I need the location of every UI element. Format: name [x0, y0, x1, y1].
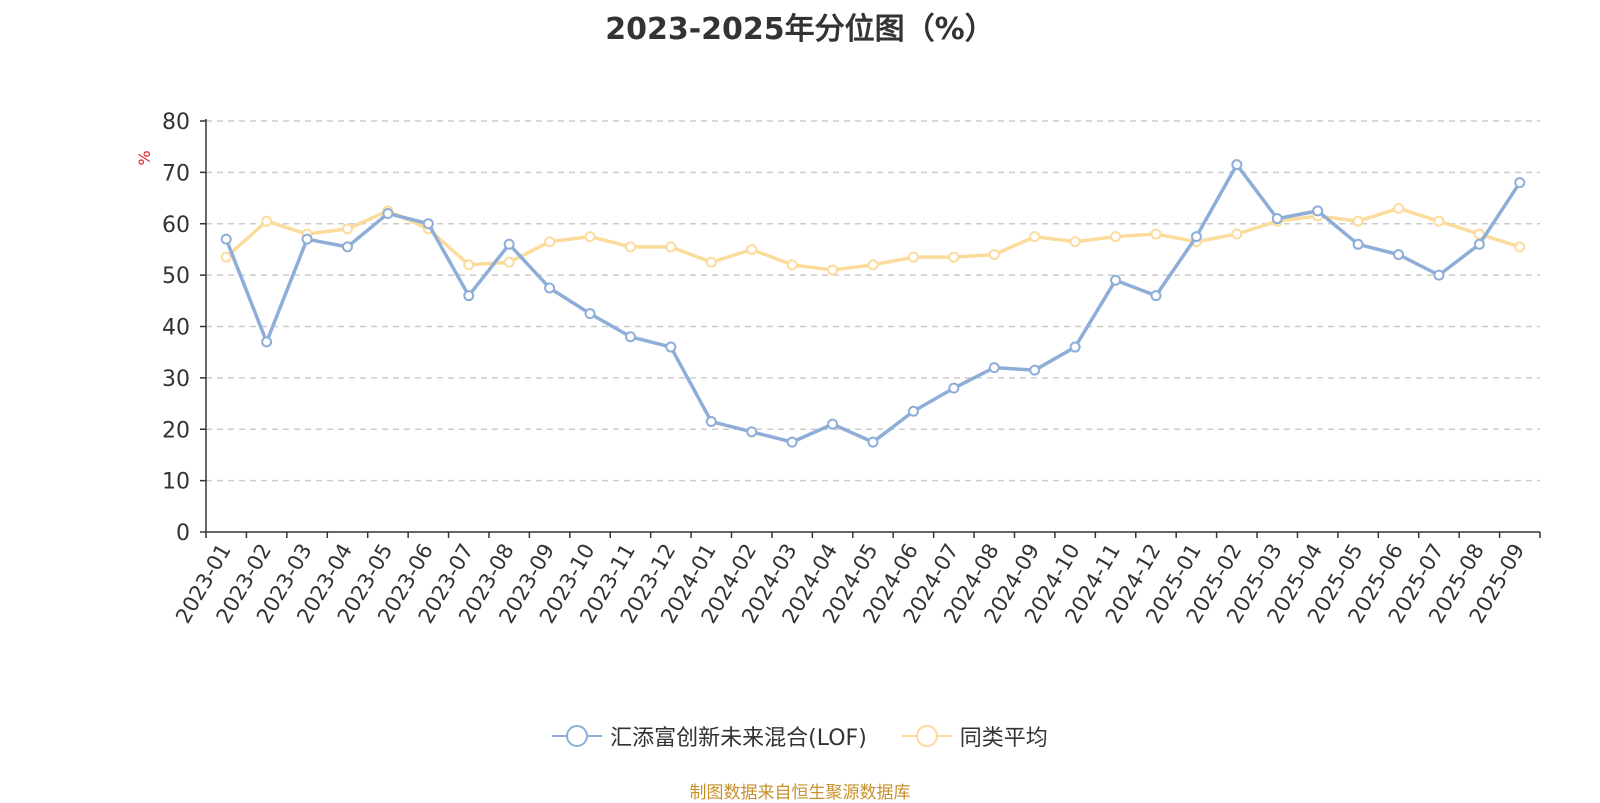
point-0-2025-09: [1514, 177, 1526, 189]
series-1: [220, 202, 1526, 276]
point-0-2025-01: [1190, 231, 1202, 243]
point-1-2024-06: [907, 251, 919, 263]
y-tick-label-50: 50: [162, 264, 190, 289]
y-tick-label-60: 60: [162, 213, 190, 238]
point-1-2023-02: [261, 215, 273, 227]
point-1-2024-10: [1069, 236, 1081, 248]
legend-item-peer-average[interactable]: 同类平均: [901, 720, 1048, 752]
series-lines: [220, 159, 1526, 448]
point-1-2024-12: [1150, 228, 1162, 240]
point-0-2025-02: [1231, 159, 1243, 171]
point-1-2025-02: [1231, 228, 1243, 240]
grid-lines: [206, 120, 1540, 482]
point-1-2024-11: [1110, 231, 1122, 243]
y-tick-label-40: 40: [162, 316, 190, 341]
point-1-2023-09: [544, 236, 556, 248]
point-1-2023-01: [220, 251, 232, 263]
y-tick-label-80: 80: [162, 110, 190, 135]
point-1-2024-07: [948, 251, 960, 263]
point-1-2024-04: [827, 264, 839, 276]
point-1-2025-08: [1473, 228, 1485, 240]
point-0-2025-05: [1352, 238, 1364, 250]
point-0-2024-07: [948, 382, 960, 394]
point-1-2023-11: [624, 241, 636, 253]
point-0-2023-11: [624, 331, 636, 343]
point-0-2025-04: [1312, 205, 1324, 217]
series-line-0: [224, 162, 1522, 444]
point-0-2023-05: [382, 207, 394, 219]
point-0-2024-04: [827, 418, 839, 430]
point-1-2024-05: [867, 259, 879, 271]
point-0-2023-10: [584, 308, 596, 320]
legend: 汇添富创新未来混合(LOF) 同类平均: [0, 720, 1600, 754]
point-0-2024-05: [867, 436, 879, 448]
point-0-2023-04: [341, 241, 353, 253]
point-0-2025-06: [1393, 249, 1405, 261]
point-1-2024-08: [988, 249, 1000, 261]
point-0-2024-01: [705, 416, 717, 428]
point-0-2023-03: [301, 233, 313, 245]
point-0-2024-08: [988, 362, 1000, 374]
point-0-2023-09: [544, 282, 556, 294]
y-axis-label: %: [135, 150, 154, 165]
y-tick-label-70: 70: [162, 161, 190, 186]
point-1-2023-07: [463, 259, 475, 271]
y-tick-label-30: 30: [162, 367, 190, 392]
point-0-2023-06: [422, 218, 434, 230]
point-0-2023-08: [503, 238, 515, 250]
point-0-2024-10: [1069, 341, 1081, 353]
point-0-2023-07: [463, 290, 475, 302]
point-0-2023-01: [220, 233, 232, 245]
point-0-2023-02: [261, 336, 273, 348]
y-tick-label-20: 20: [162, 418, 190, 443]
legend-item-fund[interactable]: 汇添富创新未来混合(LOF): [552, 720, 867, 752]
legend-marker-peer-average: [901, 724, 952, 748]
point-0-2024-06: [907, 405, 919, 417]
point-1-2023-12: [665, 241, 677, 253]
point-1-2025-06: [1393, 202, 1405, 214]
legend-marker-fund: [552, 724, 603, 748]
source-note: 制图数据来自恒生聚源数据库: [689, 783, 911, 803]
legend-label-fund: 汇添富创新未来混合(LOF): [610, 726, 867, 751]
point-0-2023-12: [665, 341, 677, 353]
point-1-2024-03: [786, 259, 798, 271]
series-0: [220, 159, 1526, 448]
legend-label-peer-average: 同类平均: [959, 726, 1048, 751]
point-1-2023-08: [503, 256, 515, 268]
point-0-2025-08: [1473, 238, 1485, 250]
point-1-2025-09: [1514, 241, 1526, 253]
point-0-2024-12: [1150, 290, 1162, 302]
point-0-2024-02: [746, 426, 758, 438]
point-1-2023-10: [584, 231, 596, 243]
chart-title: 2023-2025年分位图（%）: [605, 12, 995, 47]
point-0-2024-03: [786, 436, 798, 448]
point-0-2025-03: [1271, 213, 1283, 225]
point-0-2024-09: [1029, 364, 1041, 376]
point-1-2024-09: [1029, 231, 1041, 243]
axes: 010203040506070802023-012023-022023-0320…: [162, 110, 1541, 627]
point-1-2024-01: [705, 256, 717, 268]
y-tick-label-10: 10: [162, 470, 190, 495]
point-1-2023-04: [341, 223, 353, 235]
point-1-2025-05: [1352, 215, 1364, 227]
point-0-2024-11: [1110, 274, 1122, 286]
point-0-2025-07: [1433, 269, 1445, 281]
point-1-2025-07: [1433, 215, 1445, 227]
point-1-2024-02: [746, 243, 758, 255]
y-tick-label-0: 0: [176, 521, 190, 546]
